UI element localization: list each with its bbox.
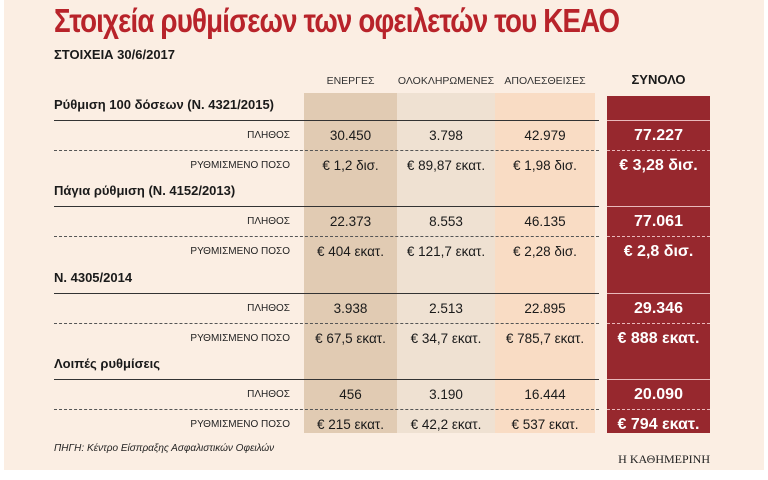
- row-divider: [54, 409, 599, 410]
- total-divider: [607, 120, 710, 121]
- column-band-active: [304, 93, 397, 433]
- total-divider: [607, 293, 710, 294]
- total-row-divider: [607, 236, 710, 237]
- total-cell: € 794 εκατ.: [617, 416, 700, 433]
- table-cell: 42.979: [524, 128, 566, 143]
- chart-subtitle: ΣΤΟΙΧΕΙΑ 30/6/2017: [54, 47, 176, 62]
- table-cell: € 89,87 εκατ.: [406, 158, 486, 173]
- total-row-divider: [607, 409, 710, 410]
- row-label-count: ΠΛΗΘΟΣ: [247, 389, 290, 400]
- row-label-count: ΠΛΗΘΟΣ: [247, 130, 290, 141]
- table-cell: 30.450: [329, 128, 372, 143]
- table-cell: 8.553: [429, 214, 463, 229]
- table-cell: € 121,7 εκατ.: [406, 244, 486, 259]
- table-cell: 46.135: [524, 214, 566, 229]
- table-cell: € 1,2 δισ.: [322, 158, 379, 173]
- chart-title: Στοιχεία ρυθμίσεων των οφειλετών του ΚΕΑ…: [54, 2, 620, 39]
- table-cell: € 537 εκατ.: [511, 417, 579, 432]
- group-divider: [54, 120, 599, 121]
- table-cell: € 34,7 εκατ.: [410, 331, 482, 346]
- table-cell: 3.798: [429, 128, 463, 143]
- row-divider: [54, 150, 599, 151]
- table-cell: 3.190: [429, 387, 463, 402]
- row-divider: [54, 323, 599, 324]
- group-divider: [54, 293, 599, 294]
- group-title: Λοιπές ρυθμίσεις: [54, 356, 161, 371]
- column-header-total: ΣΥΝΟΛΟ: [631, 72, 686, 87]
- table-cell: 456: [339, 387, 362, 402]
- total-cell: 29.346: [634, 300, 683, 317]
- total-cell: € 3,28 δισ.: [619, 157, 698, 174]
- row-label-count: ΠΛΗΘΟΣ: [247, 216, 290, 227]
- table-cell: € 67,5 εκατ.: [315, 331, 386, 346]
- table-cell: € 42,2 εκατ.: [410, 417, 482, 432]
- publisher-logo: Η ΚΑΘΗΜΕΡΙΝΗ: [618, 452, 710, 466]
- source-note: ΠΗΓΗ: Κέντρο Είσπραξης Ασφαλιστικών Οφει…: [54, 443, 275, 454]
- table-cell: 16.444: [524, 387, 566, 402]
- row-label-amount: ΡΥΘΜΙΣΜΕΝΟ ΠΟΣΟ: [190, 160, 290, 171]
- row-label-amount: ΡΥΘΜΙΣΜΕΝΟ ΠΟΣΟ: [190, 419, 290, 430]
- total-cell: 77.061: [634, 213, 683, 230]
- group-title: Πάγια ρύθμιση (Ν. 4152/2013): [54, 183, 236, 198]
- table-cell: 3.938: [333, 301, 368, 316]
- group-title: Ρύθμιση 100 δόσεων (Ν. 4321/2015): [54, 97, 275, 112]
- table-cell: € 1,98 δισ.: [513, 158, 577, 173]
- total-cell: 20.090: [634, 386, 683, 403]
- row-divider: [54, 236, 599, 237]
- table-cell: € 215 εκατ.: [316, 417, 385, 432]
- table-cell: € 2,28 δισ.: [513, 244, 577, 259]
- total-cell: € 2,8 δισ.: [623, 243, 694, 260]
- column-band-completed: [397, 93, 495, 433]
- row-label-amount: ΡΥΘΜΙΣΜΕΝΟ ΠΟΣΟ: [190, 333, 290, 344]
- column-band-total: [607, 96, 710, 433]
- column-header-lost: ΑΠΟΛΕΣΘΕΙΣΕΣ: [504, 75, 586, 87]
- column-header-completed: ΟΛΟΚΛΗΡΩΜΕΝΕΣ: [397, 75, 495, 87]
- total-cell: € 888 εκατ.: [617, 330, 700, 347]
- group-divider: [54, 206, 599, 207]
- table-cell: 22.895: [524, 301, 566, 316]
- total-cell: 77.227: [634, 127, 683, 144]
- table-cell: 22.373: [329, 214, 372, 229]
- column-band-lost: [495, 93, 595, 433]
- table-cell: 2.513: [429, 301, 463, 316]
- total-divider: [607, 206, 710, 207]
- group-title: Ν. 4305/2014: [54, 270, 133, 285]
- table-cell: € 785,7 εκατ.: [505, 331, 585, 346]
- row-label-amount: ΡΥΘΜΙΣΜΕΝΟ ΠΟΣΟ: [190, 246, 290, 257]
- total-row-divider: [607, 150, 710, 151]
- group-divider: [54, 379, 599, 380]
- column-header-active: ΕΝΕΡΓΕΣ: [326, 75, 375, 87]
- table-cell: € 404 εκατ.: [316, 244, 385, 259]
- total-row-divider: [607, 323, 710, 324]
- total-divider: [607, 379, 710, 380]
- row-label-count: ΠΛΗΘΟΣ: [247, 303, 290, 314]
